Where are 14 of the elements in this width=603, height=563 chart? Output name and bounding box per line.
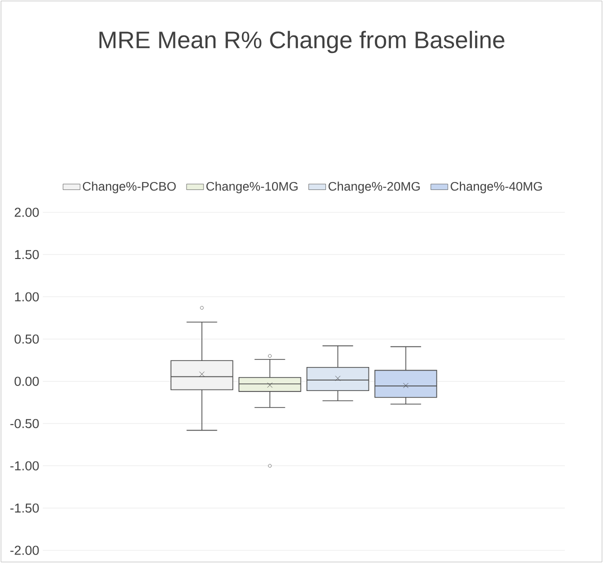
y-tick-label: 2.00 [14, 208, 39, 217]
chart-title: MRE Mean R% Change from Baseline [99, 30, 504, 54]
y-tick-label: -1.00 [10, 461, 39, 470]
y-tick-label: -1.50 [10, 503, 39, 513]
y-tick-label: 1.50 [15, 250, 39, 260]
y-tick-label: 0.00 [14, 376, 39, 386]
y-tick-label: -0.50 [10, 418, 39, 428]
legend-label: Change%-PCBO [82, 182, 176, 194]
y-tick-label: -2.00 [10, 546, 39, 555]
legend-label: Change%-20MG [328, 182, 420, 194]
y-tick-label: 0.50 [14, 334, 39, 344]
y-tick-label: 1.00 [15, 292, 39, 302]
legend-label: Change%-10MG [206, 182, 298, 194]
legend-label: Change%-40MG [450, 182, 542, 194]
